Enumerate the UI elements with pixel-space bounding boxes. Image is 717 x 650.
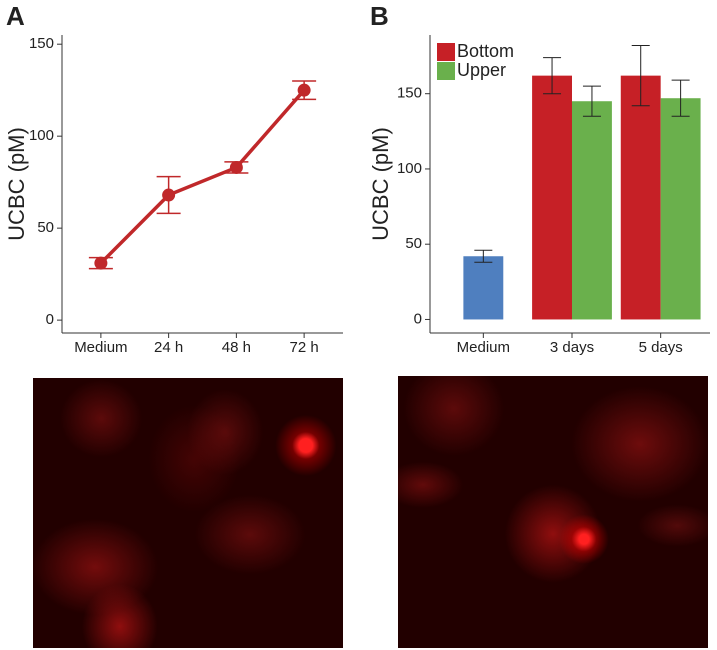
y-tick-label: 100 (397, 160, 422, 177)
legend-swatch (437, 62, 455, 80)
panel-label: B (370, 1, 389, 31)
bar (620, 75, 661, 320)
point (94, 256, 108, 270)
bar (572, 101, 612, 320)
y-tick-label: 0 (414, 310, 422, 327)
error-bar (671, 79, 690, 117)
error-bar (543, 57, 562, 95)
legend-swatch (437, 43, 455, 61)
x-tick-label: Medium (457, 339, 510, 356)
x-tick-label: 48 h (222, 339, 251, 356)
y-axis-label: UCBC (pM) (4, 127, 29, 241)
y-tick-label: 150 (397, 85, 422, 102)
bar (463, 256, 504, 320)
x-tick-label: 72 h (290, 339, 319, 356)
y-tick-label: 50 (405, 235, 422, 252)
error-bar (474, 249, 493, 263)
panel-label: A (6, 1, 25, 31)
point (297, 83, 311, 97)
error-bar (582, 85, 601, 117)
y-tick-label: 0 (46, 311, 54, 328)
bar (532, 75, 572, 320)
x-tick-label: 24 h (154, 339, 183, 356)
y-tick-label: 150 (29, 35, 54, 52)
y-tick-label: 50 (37, 219, 54, 236)
x-tick-label: Medium (74, 339, 127, 356)
x-tick-label: 5 days (639, 339, 683, 356)
point (162, 188, 176, 202)
x-tick-label: 3 days (550, 339, 594, 356)
micrograph-a (33, 378, 343, 648)
legend-label: Upper (457, 60, 506, 80)
y-axis-label: UCBC (pM) (368, 127, 393, 241)
legend-label: Bottom (457, 41, 514, 61)
error-bar (631, 45, 650, 107)
micrograph-b (398, 376, 708, 648)
y-tick-label: 100 (29, 127, 54, 144)
line (99, 89, 306, 265)
charts: A UCBC (pM) 0 50 100 150 Medium 24 h 48 h 72 h B UC… (4, 1, 710, 356)
point (229, 160, 243, 174)
bar (660, 98, 701, 320)
